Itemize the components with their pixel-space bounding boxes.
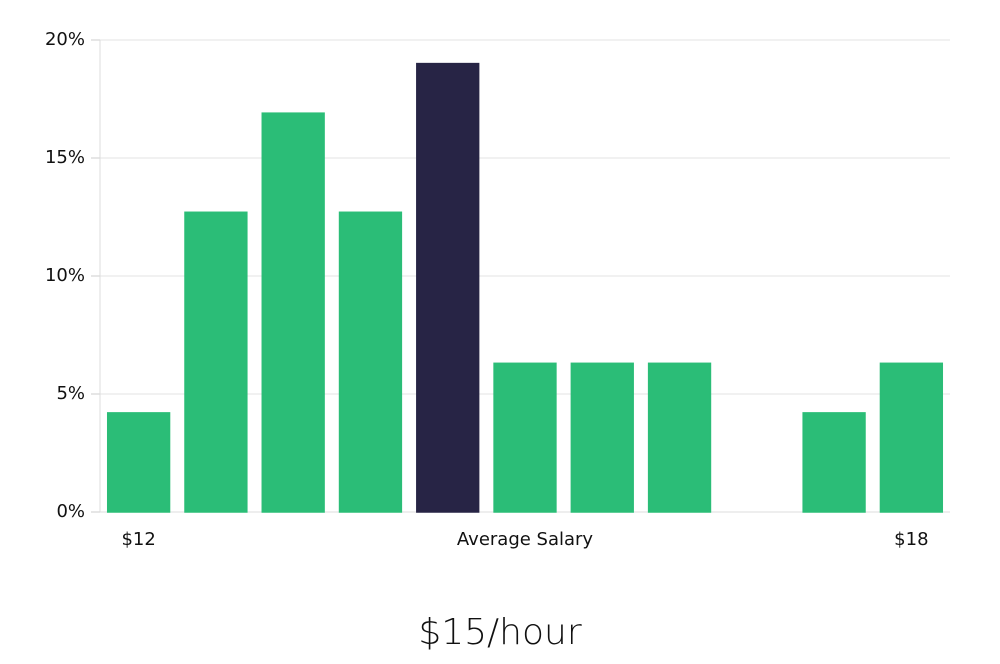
x-tick-label: $12 — [121, 529, 155, 550]
x-axis-label: Average Salary — [457, 529, 594, 550]
y-tick-label: 10% — [45, 265, 85, 286]
bar — [802, 412, 866, 513]
x-tick-label: $18 — [894, 529, 928, 550]
bar — [184, 211, 248, 513]
chart-title: $15/hour — [418, 612, 582, 653]
bar — [647, 362, 712, 513]
bar — [338, 211, 403, 513]
bar — [261, 112, 325, 513]
bar — [106, 412, 171, 513]
y-tick-label: 20% — [45, 29, 85, 50]
bar — [570, 362, 634, 513]
y-tick-label: 0% — [56, 501, 85, 522]
y-tick-label: 5% — [56, 383, 85, 404]
bar — [879, 362, 944, 513]
bar — [416, 62, 480, 513]
bar — [493, 362, 557, 513]
y-tick-label: 15% — [45, 147, 85, 168]
